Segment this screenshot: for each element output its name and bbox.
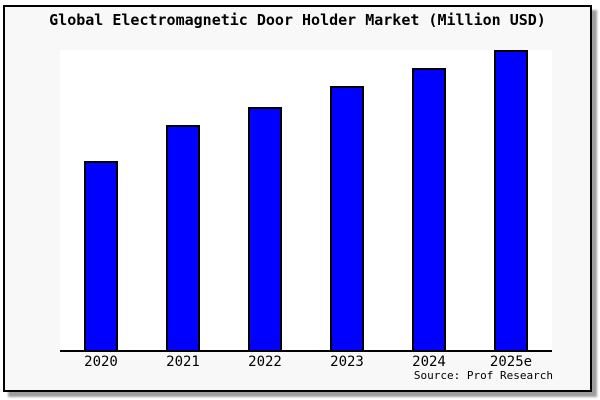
x-labels-row: 2020 2021 2022 2023 2024 2025e [60, 354, 552, 370]
chart-title: Global Electromagnetic Door Holder Marke… [49, 11, 546, 29]
chart-card: Global Electromagnetic Door Holder Marke… [3, 5, 592, 392]
x-tick-label-2021: 2021 [166, 354, 200, 370]
x-tick-label-2025e: 2025e [489, 354, 533, 370]
bar-2023 [330, 86, 364, 350]
x-tick-label-2024: 2024 [412, 354, 446, 370]
x-tick-label-2020: 2020 [84, 354, 118, 370]
x-tick-label-2022: 2022 [248, 354, 282, 370]
bar-2020 [84, 161, 118, 350]
bar-2022 [248, 107, 282, 350]
bar-2021 [166, 125, 200, 350]
source-credit: Source: Prof Research [413, 369, 553, 382]
bar-2025e [494, 50, 528, 350]
bars-row [60, 50, 552, 350]
x-tick-label-2023: 2023 [330, 354, 364, 370]
bar-2024 [412, 68, 446, 350]
plot-area [60, 50, 552, 352]
